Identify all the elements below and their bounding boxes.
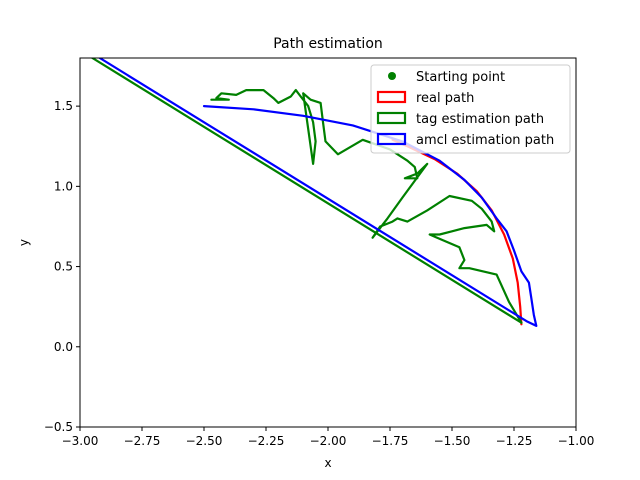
- y-tick-label: 1.0: [54, 179, 73, 193]
- legend-label: amcl estimation path: [416, 133, 554, 148]
- legend-label: tag estimation path: [416, 112, 544, 127]
- x-tick-label: −2.00: [310, 434, 347, 448]
- tag-estimation-path-line-1: [210, 88, 523, 324]
- ticks-group: −3.00 −2.75 −2.50 −2.25 −2.00 −1.75 −1.50 −1.25…: [44, 99, 595, 448]
- legend-marker-dot: [388, 72, 396, 80]
- amcl-estimation-path-line-3: [98, 58, 538, 327]
- legend-marker-patch: [376, 111, 407, 125]
- x-tick-label: −2.25: [248, 434, 285, 448]
- legend-box: [370, 64, 571, 154]
- x-axis-label: x: [324, 456, 331, 470]
- x-tick-label: −1.50: [434, 434, 471, 448]
- legend-label: Starting point: [416, 70, 505, 85]
- legend: Starting point real path tag estimation pa…: [370, 64, 571, 154]
- y-tick-label: −0.5: [44, 420, 73, 434]
- tag-estimation-path-line-2: [91, 58, 523, 324]
- x-tick-label: −1.00: [558, 434, 595, 448]
- x-tick-label: −1.75: [372, 434, 409, 448]
- legend-label: real path: [416, 91, 474, 106]
- legend-marker-patch: [376, 132, 407, 146]
- y-axis-label: y: [17, 239, 31, 246]
- x-tick-label: −2.50: [186, 434, 223, 448]
- y-tick-label: 0.5: [54, 260, 73, 274]
- x-tick-label: −2.75: [124, 434, 161, 448]
- x-tick-label: −1.25: [496, 434, 533, 448]
- chart-title: Path estimation: [273, 36, 383, 52]
- y-tick-label: 1.5: [54, 99, 73, 113]
- y-tick-label: 0.0: [54, 340, 73, 354]
- x-tick-label: −3.00: [62, 434, 99, 448]
- legend-marker-patch: [376, 90, 407, 104]
- plot-lines-group: [91, 58, 538, 327]
